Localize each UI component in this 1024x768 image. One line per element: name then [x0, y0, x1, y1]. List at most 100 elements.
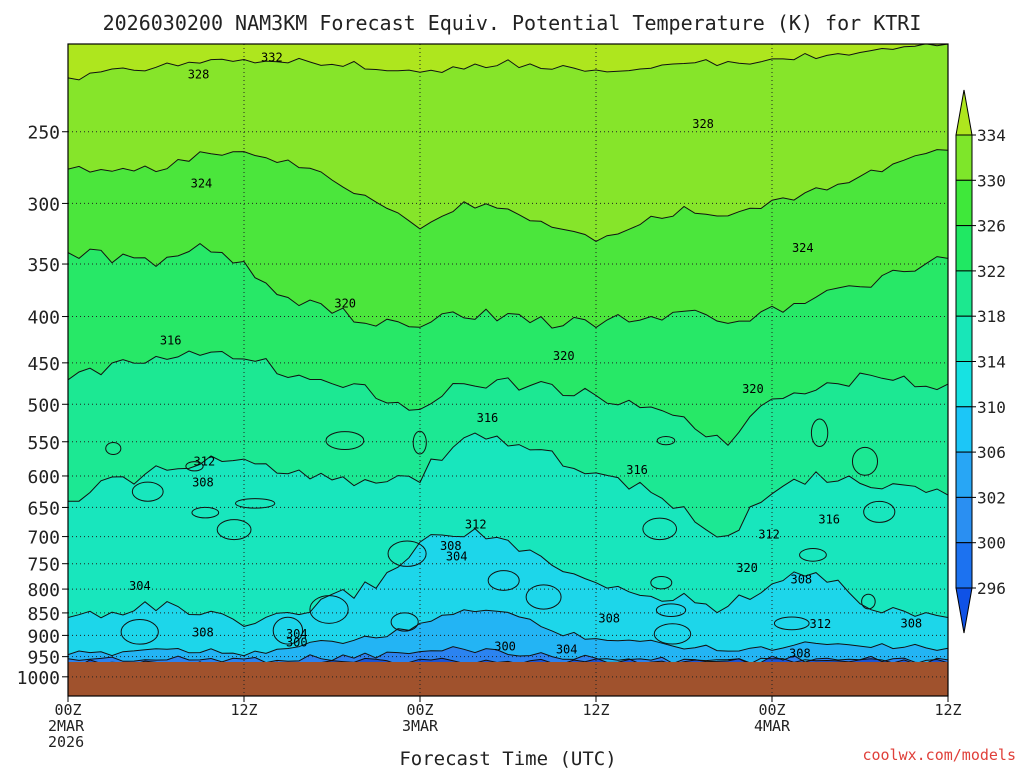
x-tick-label: 00Z	[406, 701, 433, 719]
y-tick-label: 300	[27, 194, 60, 215]
colorbar-label: 318	[977, 307, 1006, 326]
colorbar-label: 326	[977, 217, 1006, 236]
colorbar-label: 310	[977, 398, 1006, 417]
contour-label: 312	[810, 617, 832, 631]
contour-label: 316	[626, 463, 648, 477]
contour-label: 308	[598, 611, 620, 625]
contour-cell	[773, 616, 810, 631]
colorbar-segment	[955, 496, 973, 544]
colorbar-segment	[955, 225, 973, 272]
contour-cell	[325, 431, 365, 451]
contour-line-332	[68, 44, 948, 81]
contour-label: 304	[556, 643, 578, 657]
colorbar-label: 314	[977, 353, 1006, 372]
x-axis-title: Forecast Time (UTC)	[399, 748, 616, 768]
contour-fill-band	[68, 351, 948, 537]
contour-label: 332	[261, 51, 283, 65]
y-tick-label: 900	[27, 626, 60, 647]
y-tick-label: 1000	[17, 668, 60, 689]
contour-line-328	[68, 149, 948, 242]
colorbar-segment	[955, 315, 973, 363]
colorbar-segment	[955, 451, 973, 498]
colorbar-segment	[955, 134, 973, 181]
contour-label: 316	[477, 411, 499, 425]
contour-line-316	[68, 432, 948, 538]
contour-cell	[131, 481, 164, 502]
colorbar-label: 322	[977, 262, 1006, 281]
contour-label: 304	[286, 627, 308, 641]
y-tick-label: 850	[27, 604, 60, 625]
contour-fill-band	[68, 44, 948, 80]
colorbar-label: 330	[977, 171, 1006, 190]
y-tick-label: 800	[27, 580, 60, 601]
contour-fill-band	[68, 528, 948, 656]
contour-label: 328	[692, 117, 714, 131]
colorbar-segment	[955, 270, 973, 317]
contour-label: 308	[192, 475, 214, 489]
colorbar-segment	[955, 406, 973, 453]
y-tick-label: 750	[27, 555, 60, 576]
contour-label: 312	[465, 518, 487, 532]
contour-label: 304	[129, 579, 151, 593]
y-tick-label: 250	[27, 123, 60, 144]
contour-cell	[185, 461, 204, 472]
colorbar-label: 334	[977, 126, 1006, 145]
contour-fill-band	[68, 149, 948, 329]
contour-label: 308	[790, 573, 812, 587]
contour-cell	[650, 576, 673, 590]
contour-line-308	[68, 609, 948, 657]
contour-cell	[799, 548, 827, 562]
contour-cell	[272, 616, 304, 645]
y-tick-label: 350	[27, 255, 60, 276]
contour-fill-band	[68, 433, 948, 627]
colorbar-segment	[955, 179, 973, 227]
x-tick-label: 12Z	[230, 701, 257, 719]
contour-label: 308	[192, 625, 214, 639]
contour-cell	[851, 446, 879, 476]
contour-label: 300	[286, 636, 308, 650]
contour-label: 324	[792, 241, 814, 255]
contour-cell	[810, 418, 829, 448]
contour-label: 300	[494, 640, 516, 654]
contour-cell	[487, 570, 520, 591]
contour-cell	[656, 435, 676, 446]
y-tick-label: 450	[27, 354, 60, 375]
x-tick-label: 00Z	[758, 701, 785, 719]
y-tick-label: 700	[27, 528, 60, 549]
colorbar-arrow-top	[955, 89, 973, 136]
contour-cell	[642, 517, 678, 541]
colorbar-segment	[955, 542, 973, 589]
contour-line-312	[68, 528, 948, 627]
contour-fill-band	[68, 243, 948, 446]
contour-cell	[412, 430, 427, 455]
colorbar-arrow-bottom	[955, 587, 973, 634]
y-tick-label: 550	[27, 433, 60, 454]
contour-label: 312	[194, 454, 216, 468]
colorbar-label: 306	[977, 443, 1006, 462]
contour-label: 308	[440, 539, 462, 553]
colorbar-label: 296	[977, 579, 1006, 598]
contour-cell	[655, 603, 687, 617]
contour-cell	[863, 500, 896, 523]
x-tick-label: 2MAR	[48, 717, 85, 735]
y-tick-label: 400	[27, 308, 60, 329]
contour-label: 316	[160, 333, 182, 347]
contour-line-304	[68, 646, 948, 665]
contour-label: 304	[446, 549, 468, 563]
ground-terrain	[68, 661, 948, 696]
x-tick-label: 12Z	[582, 701, 609, 719]
x-tick-label: 2026	[48, 733, 84, 751]
plot-frame	[67, 43, 949, 697]
contour-label: 324	[191, 176, 213, 190]
contour-line-320	[68, 350, 948, 447]
contour-label: 320	[553, 349, 575, 363]
contour-cell	[653, 623, 692, 645]
contour-cell	[234, 498, 276, 509]
y-tick-label: 600	[27, 467, 60, 488]
contour-label: 316	[818, 512, 840, 526]
x-tick-label: 12Z	[934, 701, 961, 719]
y-tick-label: 500	[27, 395, 60, 416]
colorbar-label: 302	[977, 488, 1006, 507]
contour-cell	[861, 593, 876, 610]
contour-cell	[309, 595, 349, 624]
